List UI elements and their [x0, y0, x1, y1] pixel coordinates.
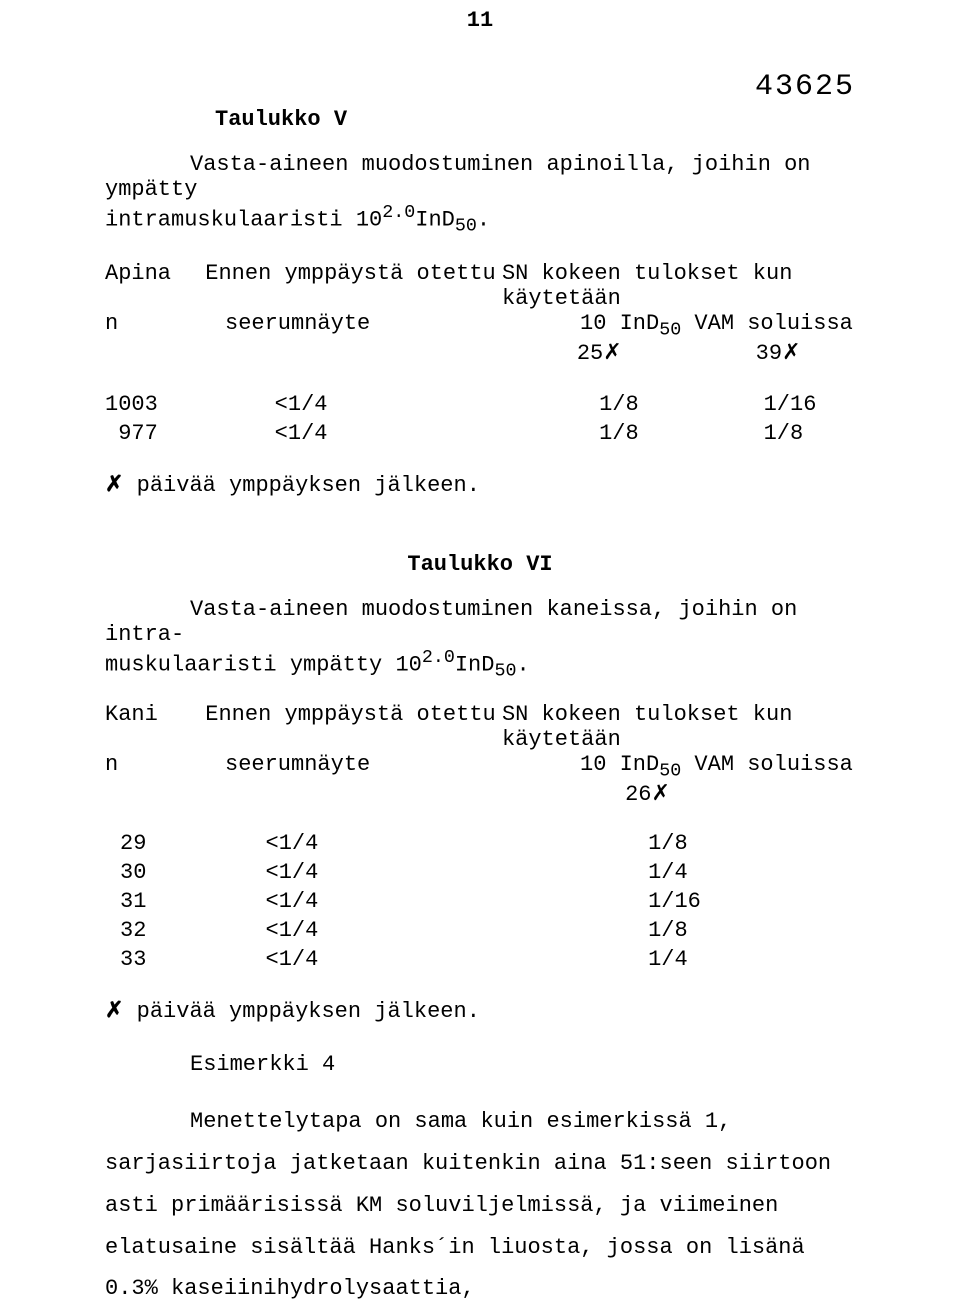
table-vi-header: Kani Ennen ymppäystä otettu SN kokeen tu… — [105, 702, 855, 807]
table-vi-intro-line1: Vasta-aineen muodostuminen kaneissa, joi… — [105, 597, 855, 647]
table-vi-rows: 29 <1/4 1/8 30 <1/4 1/4 31 <1/4 1/16 32 … — [105, 831, 855, 972]
table-v-title: Taulukko V — [215, 107, 855, 132]
text: intramuskulaaristi 10 — [105, 207, 382, 232]
cell: 1003 — [105, 392, 215, 417]
subscript: 50 — [659, 319, 681, 340]
period: . — [516, 652, 529, 677]
subscript: 50 — [455, 216, 477, 237]
cell: <1/4 — [215, 421, 599, 446]
table-row: 31 <1/4 1/16 — [105, 889, 855, 914]
cell: 31 — [105, 889, 216, 914]
col-header: Ennen ymppäystä otettu — [205, 261, 502, 311]
text: 39 — [756, 341, 782, 366]
cell: 1/8 — [548, 918, 855, 943]
cell: 30 — [105, 860, 216, 885]
star-icon: ✗ — [105, 473, 123, 498]
text: VAM soluissa — [681, 311, 853, 336]
text: 10 InD — [580, 311, 659, 336]
subcol-26: 26✗ — [525, 781, 855, 807]
table-v-intro-line2: intramuskulaaristi 102.0InD50. — [105, 202, 855, 237]
docket-number: 43625 — [755, 70, 855, 104]
cell: 1/16 — [548, 889, 855, 914]
text: 26 — [625, 782, 651, 807]
example-body: Menettelytapa on sama kuin esimerkissä 1… — [105, 1101, 855, 1310]
star-icon: ✗ — [782, 341, 800, 366]
page-number: 11 — [0, 0, 960, 33]
superscript: 2.0 — [382, 202, 415, 223]
cell: 1/8 — [764, 421, 855, 446]
table-row: 30 <1/4 1/4 — [105, 860, 855, 885]
col-header: n — [105, 752, 225, 781]
cell: <1/4 — [216, 860, 549, 885]
table-vi-title: Taulukko VI — [105, 552, 855, 577]
text: muskulaaristi ympätty 10 — [105, 652, 422, 677]
col-header: n — [105, 311, 225, 340]
col-header: 10 InD50 VAM soluissa — [580, 311, 853, 340]
cell: 32 — [105, 918, 216, 943]
text: 10 InD — [580, 752, 659, 777]
table-row: 1003 <1/4 1/8 1/16 — [105, 392, 855, 417]
star-icon: ✗ — [603, 341, 621, 366]
col-header: SN kokeen tulokset kun käytetään — [502, 261, 855, 311]
example-heading: Esimerkki 4 — [105, 1052, 855, 1077]
table-row: 29 <1/4 1/8 — [105, 831, 855, 856]
subscript: 50 — [659, 760, 681, 781]
cell: 1/8 — [599, 421, 764, 446]
cell: <1/4 — [216, 831, 549, 856]
cell: 977 — [105, 421, 215, 446]
text: päivää ymppäyksen jälkeen. — [123, 473, 479, 498]
star-icon: ✗ — [105, 999, 123, 1024]
table-vi-intro-line2: muskulaaristi ympätty 102.0InD50. — [105, 647, 855, 682]
subscript: 50 — [494, 661, 516, 682]
cell: 1/4 — [548, 947, 855, 972]
cell: 33 — [105, 947, 216, 972]
table-v-intro-line1: Vasta-aineen muodostuminen apinoilla, jo… — [105, 152, 855, 202]
table-row: 977 <1/4 1/8 1/8 — [105, 421, 855, 446]
page-content: Taulukko V Vasta-aineen muodostuminen ap… — [0, 33, 960, 1310]
cell: <1/4 — [215, 392, 599, 417]
cell: 1/8 — [599, 392, 764, 417]
text: InD — [415, 207, 455, 232]
table-row: 32 <1/4 1/8 — [105, 918, 855, 943]
col-header: Ennen ymppäystä otettu — [205, 702, 502, 752]
col-header: SN kokeen tulokset kun käytetään — [502, 702, 855, 752]
text: päivää ymppäyksen jälkeen. — [123, 999, 479, 1024]
text: 25 — [577, 341, 603, 366]
text: InD — [455, 652, 495, 677]
cell: 29 — [105, 831, 216, 856]
star-icon: ✗ — [651, 782, 669, 807]
col-header: 10 InD50 VAM soluissa — [580, 752, 853, 781]
cell: 1/16 — [764, 392, 855, 417]
period: . — [477, 207, 490, 232]
col-header: seerumnäyte — [225, 752, 580, 781]
cell: 1/4 — [548, 860, 855, 885]
table-row: 33 <1/4 1/4 — [105, 947, 855, 972]
subcol-25: 25✗ — [577, 340, 756, 366]
cell: <1/4 — [216, 889, 549, 914]
cell: <1/4 — [216, 918, 549, 943]
cell: <1/4 — [216, 947, 549, 972]
table-v-footnote: ✗ päivää ymppäyksen jälkeen. — [105, 472, 855, 498]
col-header: Apina — [105, 261, 205, 311]
cell: 1/8 — [548, 831, 855, 856]
table-v-header: Apina Ennen ymppäystä otettu SN kokeen t… — [105, 261, 855, 366]
subcol-39: 39✗ — [756, 340, 855, 366]
col-header: Kani — [105, 702, 205, 752]
text: VAM soluissa — [681, 752, 853, 777]
superscript: 2.0 — [422, 647, 455, 668]
table-v-rows: 1003 <1/4 1/8 1/16 977 <1/4 1/8 1/8 — [105, 392, 855, 446]
col-header: seerumnäyte — [225, 311, 580, 340]
table-vi-footnote: ✗ päivää ymppäyksen jälkeen. — [105, 998, 855, 1024]
